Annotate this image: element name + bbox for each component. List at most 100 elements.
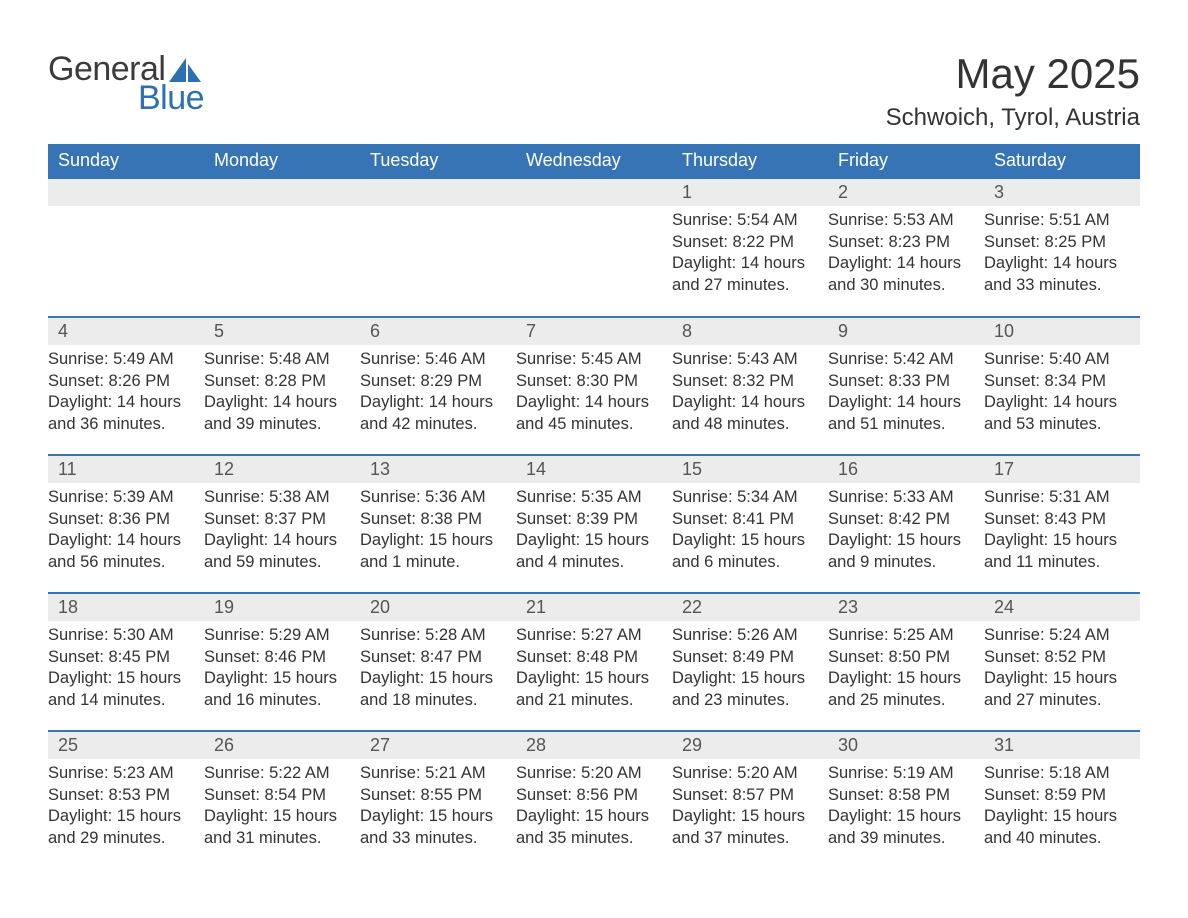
daylight-line1: Daylight: 15 hours: [516, 530, 662, 551]
day-details: Sunrise: 5:46 AMSunset: 8:29 PMDaylight:…: [360, 345, 516, 441]
day-details: Sunrise: 5:49 AMSunset: 8:26 PMDaylight:…: [48, 345, 204, 441]
calendar-cell: 26Sunrise: 5:22 AMSunset: 8:54 PMDayligh…: [204, 730, 360, 868]
calendar-cell: 5Sunrise: 5:48 AMSunset: 8:28 PMDaylight…: [204, 316, 360, 454]
calendar-cell: [204, 178, 360, 316]
daylight-line2: and 29 minutes.: [48, 828, 194, 849]
daylight-line1: Daylight: 14 hours: [672, 392, 818, 413]
sunrise-text: Sunrise: 5:22 AM: [204, 763, 350, 784]
day-details: Sunrise: 5:26 AMSunset: 8:49 PMDaylight:…: [672, 621, 828, 717]
day-details: Sunrise: 5:36 AMSunset: 8:38 PMDaylight:…: [360, 483, 516, 579]
weekday-header-row: SundayMondayTuesdayWednesdayThursdayFrid…: [48, 144, 1140, 178]
day-details: Sunrise: 5:20 AMSunset: 8:56 PMDaylight:…: [516, 759, 672, 855]
daylight-line1: Daylight: 14 hours: [204, 530, 350, 551]
sunrise-text: Sunrise: 5:23 AM: [48, 763, 194, 784]
sunrise-text: Sunrise: 5:20 AM: [672, 763, 818, 784]
sunset-text: Sunset: 8:47 PM: [360, 647, 506, 668]
day-details: Sunrise: 5:54 AMSunset: 8:22 PMDaylight:…: [672, 206, 828, 302]
sunrise-text: Sunrise: 5:43 AM: [672, 349, 818, 370]
day-number: 29: [672, 730, 828, 759]
calendar-week-row: 1Sunrise: 5:54 AMSunset: 8:22 PMDaylight…: [48, 178, 1140, 316]
calendar-cell: 15Sunrise: 5:34 AMSunset: 8:41 PMDayligh…: [672, 454, 828, 592]
calendar-cell: 12Sunrise: 5:38 AMSunset: 8:37 PMDayligh…: [204, 454, 360, 592]
daylight-line2: and 35 minutes.: [516, 828, 662, 849]
daylight-line1: Daylight: 15 hours: [828, 530, 974, 551]
location: Schwoich, Tyrol, Austria: [886, 104, 1140, 132]
day-number: 19: [204, 592, 360, 621]
sunrise-text: Sunrise: 5:38 AM: [204, 487, 350, 508]
daylight-line2: and 21 minutes.: [516, 690, 662, 711]
calendar-cell: [360, 178, 516, 316]
daylight-line2: and 31 minutes.: [204, 828, 350, 849]
calendar-table: SundayMondayTuesdayWednesdayThursdayFrid…: [48, 144, 1140, 868]
day-number: 20: [360, 592, 516, 621]
calendar-cell: [48, 178, 204, 316]
day-number: 1: [672, 179, 828, 206]
calendar-cell: 30Sunrise: 5:19 AMSunset: 8:58 PMDayligh…: [828, 730, 984, 868]
day-details: Sunrise: 5:30 AMSunset: 8:45 PMDaylight:…: [48, 621, 204, 717]
day-number: 26: [204, 730, 360, 759]
calendar-week-row: 25Sunrise: 5:23 AMSunset: 8:53 PMDayligh…: [48, 730, 1140, 868]
calendar-cell: 22Sunrise: 5:26 AMSunset: 8:49 PMDayligh…: [672, 592, 828, 730]
empty-daynum-bar: [48, 179, 204, 206]
sunrise-text: Sunrise: 5:26 AM: [672, 625, 818, 646]
daylight-line1: Daylight: 15 hours: [672, 806, 818, 827]
sunset-text: Sunset: 8:59 PM: [984, 785, 1130, 806]
calendar-cell: 13Sunrise: 5:36 AMSunset: 8:38 PMDayligh…: [360, 454, 516, 592]
sunrise-text: Sunrise: 5:36 AM: [360, 487, 506, 508]
calendar-cell: 14Sunrise: 5:35 AMSunset: 8:39 PMDayligh…: [516, 454, 672, 592]
daylight-line2: and 56 minutes.: [48, 552, 194, 573]
sunset-text: Sunset: 8:57 PM: [672, 785, 818, 806]
daylight-line2: and 30 minutes.: [828, 275, 974, 296]
day-details: Sunrise: 5:31 AMSunset: 8:43 PMDaylight:…: [984, 483, 1140, 579]
daylight-line2: and 33 minutes.: [360, 828, 506, 849]
day-details: Sunrise: 5:51 AMSunset: 8:25 PMDaylight:…: [984, 206, 1140, 302]
day-number: 28: [516, 730, 672, 759]
daylight-line2: and 27 minutes.: [984, 690, 1130, 711]
daylight-line2: and 37 minutes.: [672, 828, 818, 849]
daylight-line2: and 59 minutes.: [204, 552, 350, 573]
sunset-text: Sunset: 8:55 PM: [360, 785, 506, 806]
calendar-cell: 4Sunrise: 5:49 AMSunset: 8:26 PMDaylight…: [48, 316, 204, 454]
day-number: 12: [204, 454, 360, 483]
calendar-cell: 7Sunrise: 5:45 AMSunset: 8:30 PMDaylight…: [516, 316, 672, 454]
daylight-line2: and 48 minutes.: [672, 414, 818, 435]
daylight-line1: Daylight: 14 hours: [48, 530, 194, 551]
calendar-cell: 8Sunrise: 5:43 AMSunset: 8:32 PMDaylight…: [672, 316, 828, 454]
sunrise-text: Sunrise: 5:28 AM: [360, 625, 506, 646]
daylight-line1: Daylight: 15 hours: [360, 530, 506, 551]
sunset-text: Sunset: 8:56 PM: [516, 785, 662, 806]
sunrise-text: Sunrise: 5:31 AM: [984, 487, 1130, 508]
daylight-line2: and 6 minutes.: [672, 552, 818, 573]
weekday-header: Thursday: [672, 144, 828, 178]
day-details: Sunrise: 5:34 AMSunset: 8:41 PMDaylight:…: [672, 483, 828, 579]
day-number: 22: [672, 592, 828, 621]
logo-text-blue: Blue: [138, 79, 204, 118]
day-number: 3: [984, 179, 1140, 206]
weekday-header: Sunday: [48, 144, 204, 178]
calendar-cell: 11Sunrise: 5:39 AMSunset: 8:36 PMDayligh…: [48, 454, 204, 592]
daylight-line2: and 53 minutes.: [984, 414, 1130, 435]
daylight-line2: and 14 minutes.: [48, 690, 194, 711]
calendar-cell: 18Sunrise: 5:30 AMSunset: 8:45 PMDayligh…: [48, 592, 204, 730]
calendar-cell: 31Sunrise: 5:18 AMSunset: 8:59 PMDayligh…: [984, 730, 1140, 868]
daylight-line1: Daylight: 15 hours: [828, 668, 974, 689]
day-details: Sunrise: 5:48 AMSunset: 8:28 PMDaylight:…: [204, 345, 360, 441]
sunrise-text: Sunrise: 5:34 AM: [672, 487, 818, 508]
sunset-text: Sunset: 8:26 PM: [48, 371, 194, 392]
daylight-line1: Daylight: 15 hours: [984, 668, 1130, 689]
sunset-text: Sunset: 8:28 PM: [204, 371, 350, 392]
day-details: Sunrise: 5:38 AMSunset: 8:37 PMDaylight:…: [204, 483, 360, 579]
calendar-cell: 10Sunrise: 5:40 AMSunset: 8:34 PMDayligh…: [984, 316, 1140, 454]
logo: General Blue: [48, 50, 204, 118]
day-number: 9: [828, 316, 984, 345]
daylight-line1: Daylight: 15 hours: [828, 806, 974, 827]
sunset-text: Sunset: 8:23 PM: [828, 232, 974, 253]
day-details: Sunrise: 5:40 AMSunset: 8:34 PMDaylight:…: [984, 345, 1140, 441]
daylight-line1: Daylight: 15 hours: [204, 668, 350, 689]
sunrise-text: Sunrise: 5:27 AM: [516, 625, 662, 646]
weekday-header: Friday: [828, 144, 984, 178]
day-details: Sunrise: 5:27 AMSunset: 8:48 PMDaylight:…: [516, 621, 672, 717]
daylight-line1: Daylight: 15 hours: [984, 806, 1130, 827]
daylight-line2: and 40 minutes.: [984, 828, 1130, 849]
day-details: Sunrise: 5:33 AMSunset: 8:42 PMDaylight:…: [828, 483, 984, 579]
